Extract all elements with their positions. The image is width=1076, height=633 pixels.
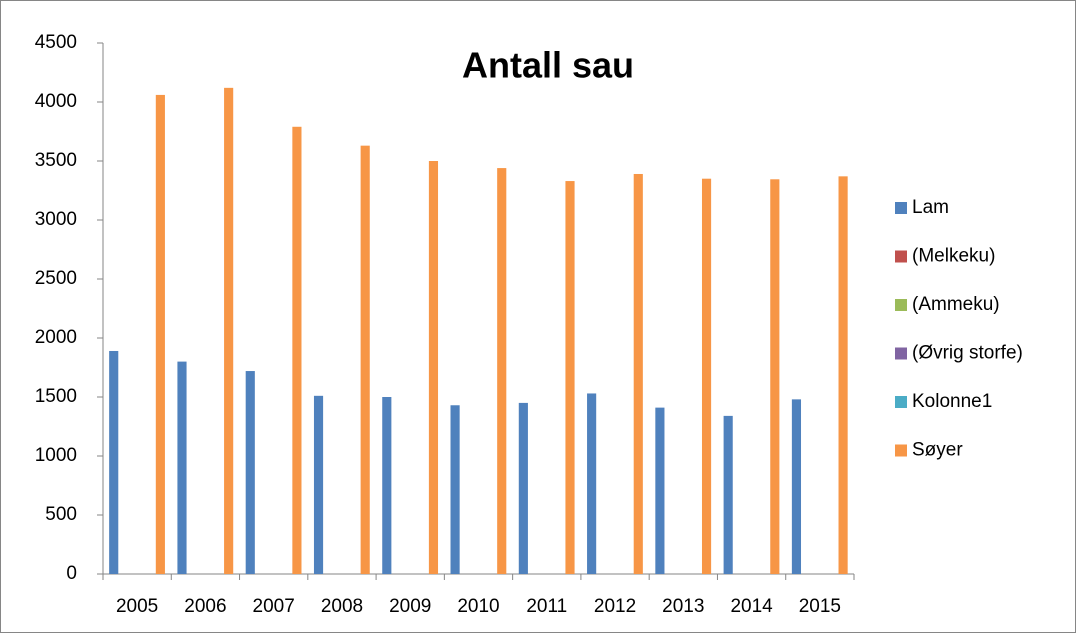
bar: [838, 176, 848, 574]
legend-label: Lam: [912, 197, 949, 218]
bar: [518, 402, 528, 574]
bar: [565, 181, 575, 574]
y-tick-label: 3500: [35, 150, 77, 171]
x-tick-label: 2009: [389, 596, 431, 617]
y-tick-label: 1500: [35, 386, 77, 407]
bar: [587, 393, 597, 574]
bar: [633, 173, 643, 575]
bar: [450, 405, 460, 574]
x-tick-label: 2010: [457, 596, 499, 617]
bar: [292, 126, 302, 574]
x-tick-label: 2008: [321, 596, 363, 617]
legend-swatch: [895, 250, 907, 263]
legend-label: Søyer: [912, 440, 963, 461]
bar: [382, 397, 392, 574]
bar: [428, 161, 439, 574]
y-tick-label: 0: [66, 563, 77, 584]
legend-swatch: [895, 202, 907, 214]
y-tick-label: 500: [45, 504, 77, 525]
y-tick-label: 4000: [35, 91, 77, 112]
bar: [655, 407, 665, 574]
bar: [224, 87, 234, 574]
x-tick-label: 2006: [184, 596, 226, 617]
legend-label: (Ammeku): [912, 294, 1000, 315]
legend-swatch: [895, 347, 907, 360]
y-tick-label: 4500: [35, 32, 77, 53]
legend-swatch: [895, 299, 907, 311]
x-tick-label: 2005: [116, 596, 158, 617]
legend-label: (Melkeku): [912, 246, 995, 267]
chart-title: Antall sau: [462, 45, 634, 86]
bar: [177, 361, 187, 574]
legend-swatch: [895, 444, 907, 457]
y-tick-label: 3000: [35, 209, 77, 230]
bar: [723, 415, 733, 574]
bar: [313, 395, 324, 574]
bar: [245, 371, 255, 574]
bar: [770, 179, 780, 575]
bar: [109, 350, 119, 574]
bar: [497, 168, 507, 574]
x-tick-label: 2014: [730, 596, 773, 617]
bar: [155, 94, 165, 575]
legend-label: Kolonne1: [912, 391, 992, 412]
x-tick-label: 2011: [526, 596, 567, 617]
bar: [791, 399, 802, 574]
x-tick-label: 2012: [594, 596, 636, 617]
legend-label: (Øvrig storfe): [912, 343, 1023, 364]
bar: [360, 145, 370, 574]
legend-swatch: [895, 396, 907, 408]
x-tick-label: 2015: [799, 596, 841, 617]
y-tick-label: 2500: [35, 268, 77, 289]
x-tick-label: 2013: [662, 596, 704, 617]
x-tick-label: 2007: [253, 596, 295, 617]
y-tick-label: 2000: [35, 327, 77, 348]
bar: [701, 178, 712, 574]
y-tick-label: 1000: [35, 445, 77, 466]
